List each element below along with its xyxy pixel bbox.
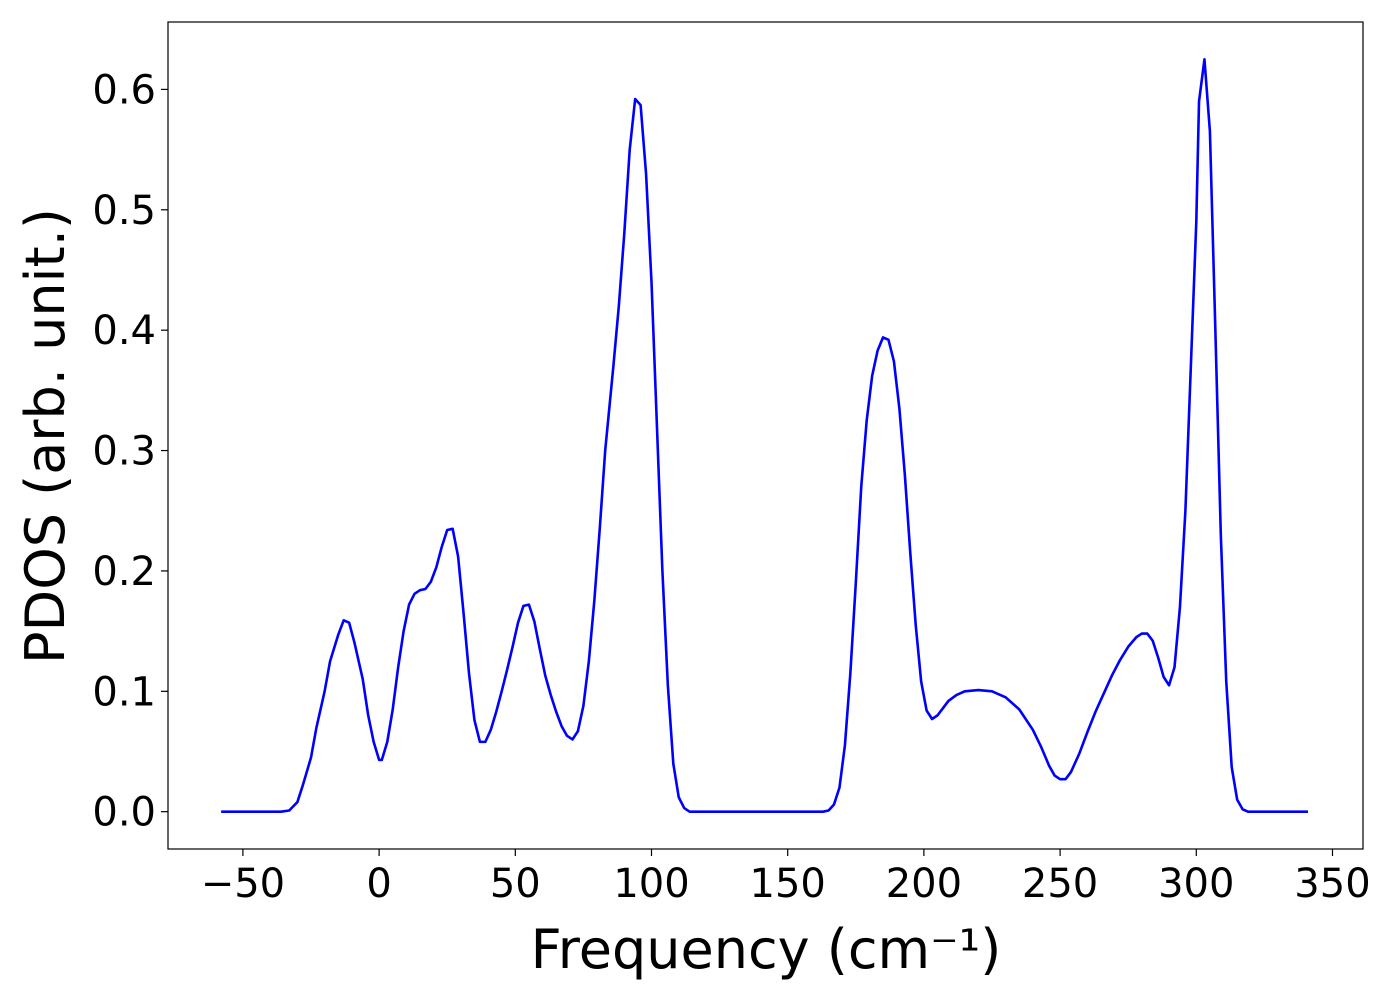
y-tick-label: 0.1 — [92, 669, 156, 715]
x-tick-label: −50 — [201, 861, 285, 907]
y-axis-label: PDOS (arb. unit.) — [14, 208, 77, 664]
x-tick-label: 100 — [613, 861, 689, 907]
y-tick-label: 0.0 — [92, 790, 156, 836]
y-tick-label: 0.4 — [92, 308, 156, 354]
x-tick-label: 300 — [1158, 861, 1234, 907]
x-axis-label: Frequency (cm⁻¹) — [531, 918, 1002, 981]
x-tick-label: 200 — [886, 861, 962, 907]
y-tick-label: 0.5 — [92, 188, 156, 234]
y-tick-label: 0.2 — [92, 549, 156, 595]
x-tick-label: 0 — [366, 861, 391, 907]
x-tick-label: 150 — [750, 861, 826, 907]
y-tick-label: 0.3 — [92, 429, 156, 475]
y-tick-label: 0.6 — [92, 67, 156, 113]
x-tick-label: 350 — [1294, 861, 1370, 907]
x-tick-label: 250 — [1022, 861, 1098, 907]
plot-frame — [167, 21, 1364, 850]
x-tick-label: 50 — [490, 861, 541, 907]
line — [221, 58, 1308, 813]
